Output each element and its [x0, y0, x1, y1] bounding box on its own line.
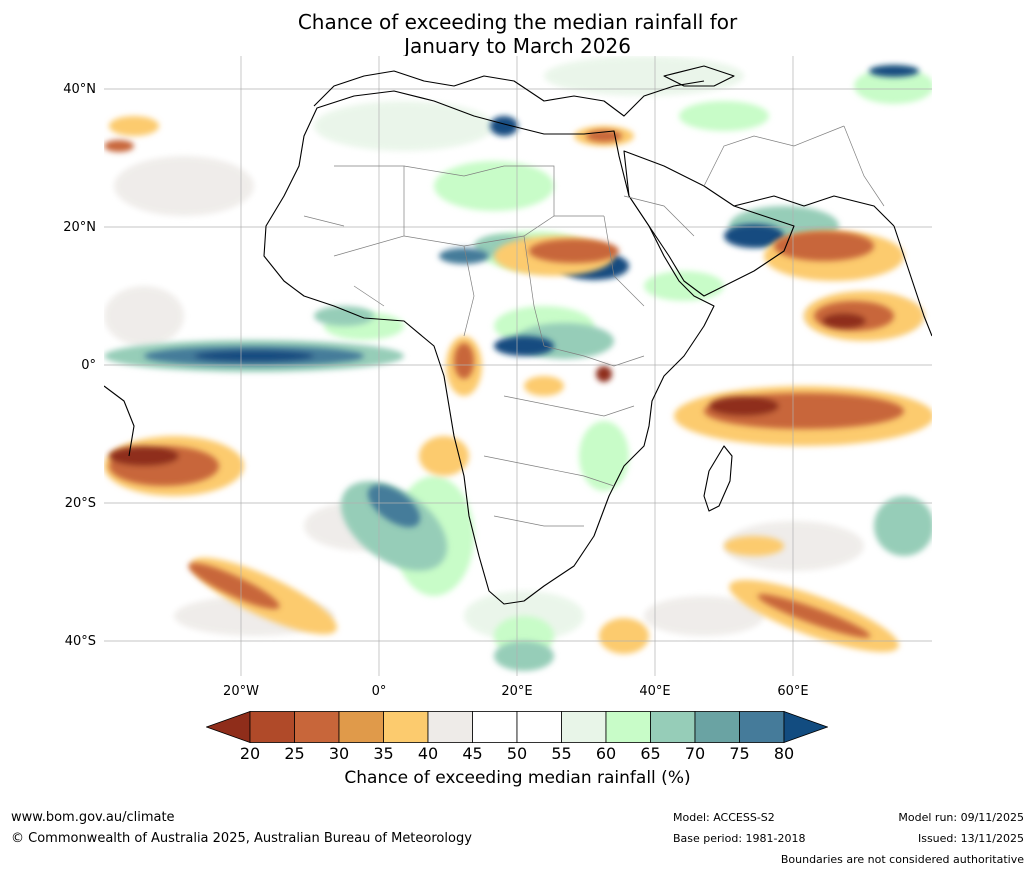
- colorbar-segment: [338, 711, 384, 743]
- colorbar-segment: [605, 711, 651, 743]
- colorbar-segment: [650, 711, 696, 743]
- colorbar-tick-label: 45: [462, 744, 483, 763]
- colorbar-segment: [739, 711, 785, 743]
- boundaries-disclaimer: Boundaries are not considered authoritat…: [780, 853, 1024, 866]
- colorbar-tick-label: 35: [373, 744, 394, 763]
- lon-label-40e: 40°E: [639, 684, 671, 699]
- coastlines: [104, 65, 932, 605]
- lat-label-0: 0°: [81, 358, 96, 373]
- lon-label-60e: 60°E: [777, 684, 809, 699]
- base-period: Base period: 1981-2018: [673, 832, 806, 845]
- colorbar-tick-label: 40: [417, 744, 439, 763]
- lat-label-20s: 20°S: [64, 496, 96, 511]
- colorbar-arrow-high: [783, 711, 828, 743]
- title-line-2: January to March 2026: [404, 34, 631, 58]
- colorbar-segment: [427, 711, 473, 743]
- colorbar-segment: [561, 711, 607, 743]
- colorbar-label: Chance of exceeding median rainfall (%): [344, 768, 691, 788]
- copyright-text: © Commonwealth of Australia 2025, Austra…: [11, 831, 472, 846]
- colorbar-arrow-low: [206, 711, 251, 743]
- colorbar-tick-label: 50: [506, 744, 528, 763]
- model-name: Model: ACCESS-S2: [673, 811, 775, 824]
- lon-label-20e: 20°E: [501, 684, 533, 699]
- lon-label-20w: 20°W: [223, 684, 259, 699]
- colorbar-segment: [516, 711, 562, 743]
- colorbar-tick-label: 75: [729, 744, 750, 763]
- colorbar-segment: [694, 711, 740, 743]
- title-line-1: Chance of exceeding the median rainfall …: [297, 10, 738, 34]
- colorbar-tick-label: 20: [239, 744, 261, 763]
- country-borders: [303, 125, 885, 527]
- colorbar-tick-label: 30: [328, 744, 350, 763]
- issued-date: Issued: 13/11/2025: [917, 832, 1024, 845]
- colorbar-segment: [383, 711, 429, 743]
- colorbar-tick-label: 65: [640, 744, 661, 763]
- colorbar-tick-label: 80: [773, 744, 795, 763]
- colorbar-segment: [249, 711, 295, 743]
- lat-label-40s: 40°S: [64, 634, 96, 649]
- lat-label-20n: 20°N: [63, 220, 96, 235]
- map-title: Chance of exceeding the median rainfall …: [0, 10, 1035, 58]
- colorbar-segment: [294, 711, 340, 743]
- colorbar-tick-label: 55: [551, 744, 572, 763]
- colorbar: [206, 711, 828, 743]
- dry-patches-dark: [104, 130, 904, 638]
- colorbar-tick-label: 25: [284, 744, 305, 763]
- colorbar-tick-label: 70: [684, 744, 706, 763]
- rainfall-map: [104, 56, 932, 676]
- colorbar-segment: [472, 711, 518, 743]
- model-run-date: Model run: 09/11/2025: [898, 811, 1024, 824]
- graticule: [104, 56, 932, 676]
- colorbar-tick-label: 60: [595, 744, 617, 763]
- lat-label-40n: 40°N: [63, 82, 96, 97]
- lon-label-0: 0°: [371, 684, 387, 699]
- website-link[interactable]: www.bom.gov.au/climate: [11, 810, 175, 825]
